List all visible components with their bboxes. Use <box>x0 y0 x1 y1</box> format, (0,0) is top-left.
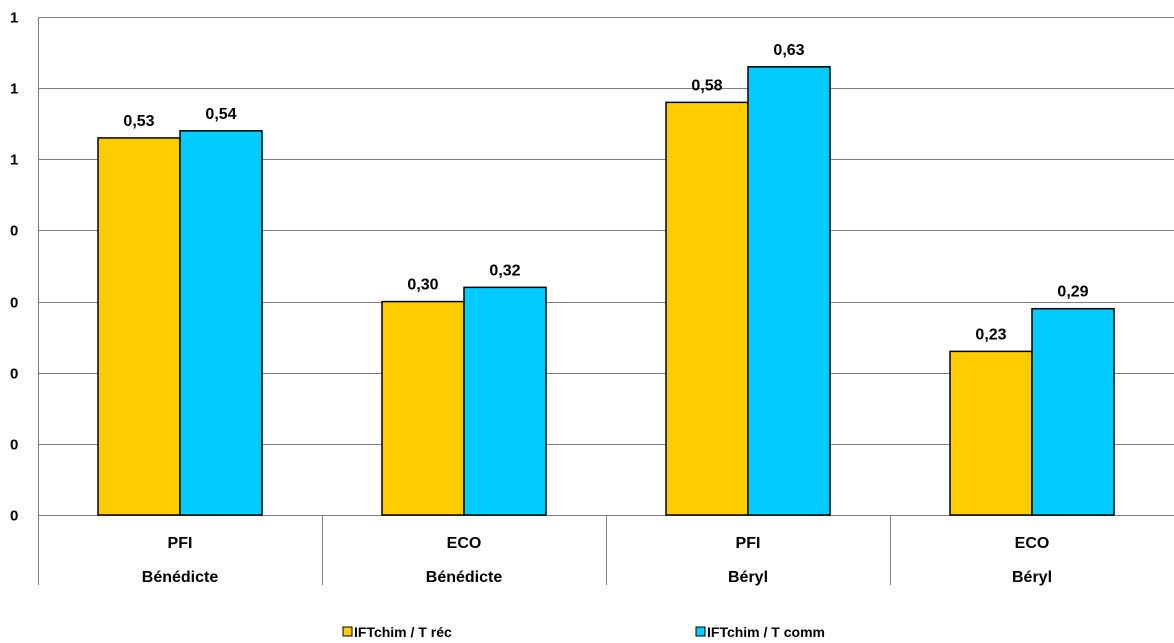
x-category-sublabel: Béryl <box>1012 569 1052 586</box>
x-category-sublabel: Béryl <box>728 569 768 586</box>
y-tick-label: 1 <box>10 81 18 98</box>
legend-swatch <box>342 626 353 637</box>
x-category-sublabel: Bénédicte <box>426 569 503 586</box>
bar-ift-comm <box>747 66 831 516</box>
legend-label: IFTchim / T réc <box>354 624 452 640</box>
data-label: 0,30 <box>407 277 438 294</box>
x-category-label: ECO <box>1015 535 1050 552</box>
legend-swatch <box>695 626 706 637</box>
legend-label: IFTchim / T comm <box>707 624 825 640</box>
y-tick-label: 0 <box>10 223 18 240</box>
data-label: 0,58 <box>691 77 722 94</box>
y-tick-label: 0 <box>10 295 18 312</box>
y-tick-label: 1 <box>10 10 18 27</box>
y-axis-ticks: 0 0 0 0 0 1 1 1 <box>10 10 18 525</box>
x-category-label: PFI <box>736 535 761 552</box>
data-label: 0,53 <box>123 113 154 130</box>
x-category-sublabel: Bénédicte <box>142 569 219 586</box>
x-category-label: PFI <box>168 535 193 552</box>
y-tick-label: 0 <box>10 508 18 525</box>
y-tick-label: 1 <box>10 152 18 169</box>
x-category-label: ECO <box>447 535 482 552</box>
bar-ift-comm <box>1031 307 1115 516</box>
bar-ift-comm <box>179 130 263 516</box>
data-label: 0,32 <box>489 262 520 279</box>
data-label: 0,29 <box>1057 284 1088 301</box>
bar-ift-rec <box>949 350 1033 516</box>
y-tick-label: 0 <box>10 437 18 454</box>
bar-ift-comm <box>463 286 547 516</box>
y-tick-label: 0 <box>10 366 18 383</box>
data-label: 0,23 <box>975 326 1006 343</box>
value-labels: 0,53 0,54 0,30 0,32 0,58 0,63 0,23 0,29 <box>123 42 1088 344</box>
bar-ift-rec <box>381 300 465 516</box>
bar-ift-rec <box>665 101 749 516</box>
data-label: 0,54 <box>205 106 236 123</box>
bar-ift-rec <box>97 137 181 516</box>
bars <box>97 66 1115 516</box>
legend: IFTchim / T réc IFTchim / T comm <box>342 624 825 640</box>
x-axis: PFI Bénédicte ECO Bénédicte PFI Béryl ECO Béryl <box>38 17 1052 586</box>
data-label: 0,63 <box>773 42 804 59</box>
